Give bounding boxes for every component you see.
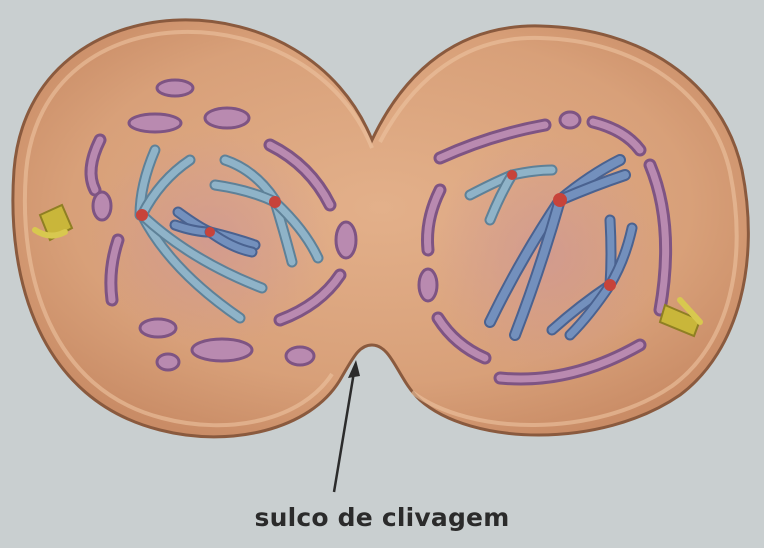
- figure-label: sulco de clivagem: [254, 503, 510, 532]
- vesicles-right: [417, 110, 673, 386]
- vesicles-left: [84, 78, 358, 372]
- centriole-left-icon: [32, 203, 74, 242]
- centromeres-left: [136, 196, 281, 237]
- centriole-right-icon: [658, 297, 703, 338]
- centromeres-right: [507, 170, 616, 291]
- chromosomes-left: [134, 144, 324, 324]
- arrow-pointer-icon: [332, 360, 360, 493]
